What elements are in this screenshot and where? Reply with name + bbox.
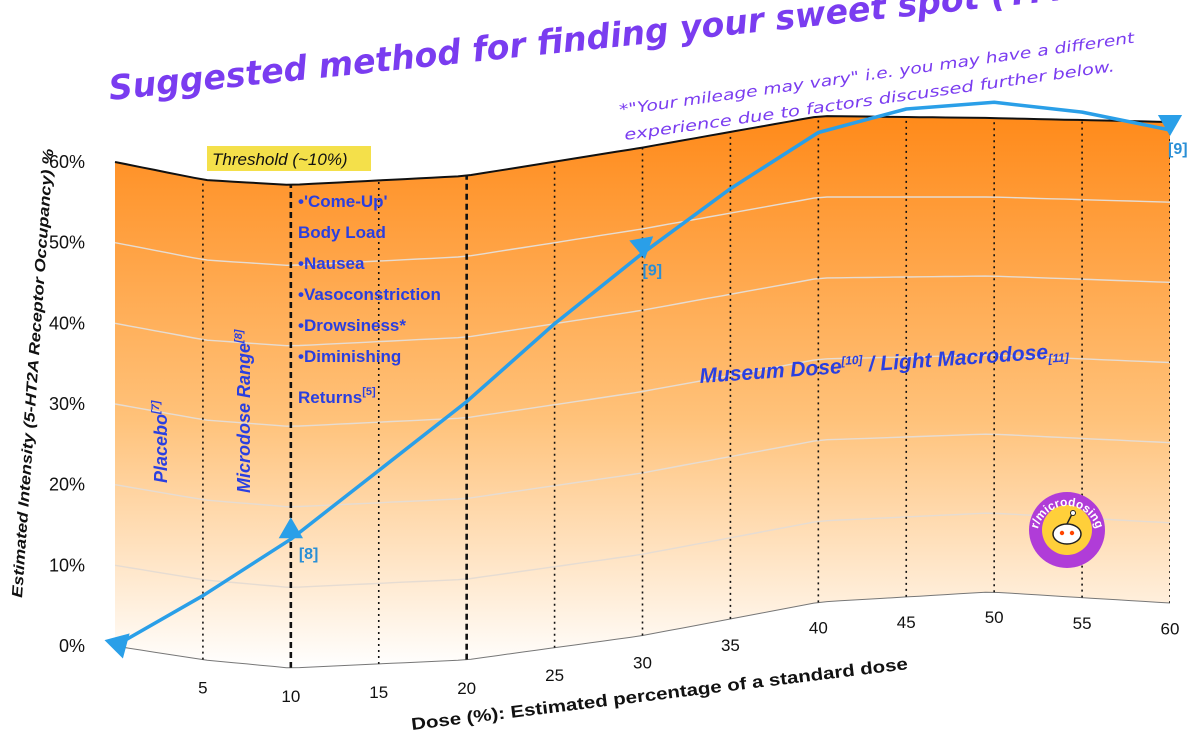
x-tick-label: 10 <box>281 687 300 706</box>
y-tick-label: 20% <box>49 475 85 495</box>
body-load-item: •'Come-Up' <box>298 192 388 211</box>
reference-label: [8] <box>299 546 319 563</box>
x-tick-label: 20 <box>457 679 476 698</box>
x-tick-label: 15 <box>369 683 388 702</box>
y-tick-label: 50% <box>49 233 85 253</box>
key-point-arrow <box>1157 115 1183 136</box>
body-load-list: •'Come-Up' Body Load •Nausea •Vasoconstr… <box>298 192 441 407</box>
museum-sup-2: [11] <box>1047 350 1070 366</box>
body-load-item: •Vasoconstriction <box>298 285 441 304</box>
returns-label: Returns[5] <box>298 386 376 407</box>
x-tick-label: 60 <box>1161 619 1180 638</box>
x-axis-label: Dose (%): Estimated percentage of a stan… <box>410 654 909 734</box>
x-tick-label: 35 <box>721 636 740 655</box>
x-tick-label: 30 <box>633 653 652 672</box>
microdosing-logo: r/microdosing <box>1027 492 1107 568</box>
x-tick-label: 50 <box>985 608 1004 627</box>
threshold-label: Threshold (~10%) <box>212 150 348 169</box>
origin-arrow <box>104 633 130 659</box>
museum-sup-1: [10] <box>840 353 864 369</box>
reference-label: [9] <box>1168 141 1188 158</box>
y-tick-label: 0% <box>59 636 85 656</box>
x-tick-label: 40 <box>809 619 828 638</box>
y-axis-label: Estimated Intensity (5-HT2A Receptor Occ… <box>9 148 57 598</box>
y-tick-label: 10% <box>49 555 85 575</box>
x-tick-label: 45 <box>897 613 916 632</box>
y-tick-label: 60% <box>49 152 85 172</box>
key-point-arrow <box>278 517 303 539</box>
returns-sup: [5] <box>362 386 376 398</box>
reference-label: [9] <box>643 262 663 279</box>
key-point-markers: [8] [9] [9] <box>104 115 1188 659</box>
microdose-label: Microdose Range[8] <box>233 329 254 493</box>
y-tick-label: 40% <box>49 313 85 333</box>
y-tick-label: 30% <box>49 394 85 414</box>
x-axis-ticks: 5 10 15 20 25 30 35 40 45 50 55 60 <box>198 608 1179 706</box>
placebo-label: Placebo[7] <box>150 400 171 483</box>
key-point-arrow <box>629 236 654 260</box>
microdose-sup: [8] <box>233 329 245 344</box>
x-tick-label: 25 <box>545 666 564 685</box>
body-load-item: •Diminishing <box>298 347 401 366</box>
body-load-item: Body Load <box>298 223 386 242</box>
x-tick-label: 55 <box>1073 614 1092 633</box>
y-axis-ticks: 0% 10% 20% 30% 40% 50% 60% <box>49 152 85 656</box>
body-load-item: •Nausea <box>298 254 365 273</box>
placebo-sup: [7] <box>150 400 162 415</box>
body-load-item: •Drowsiness* <box>298 316 406 335</box>
threshold-highlight <box>207 146 371 171</box>
x-tick-label: 5 <box>198 679 207 698</box>
reddit-alien-icon <box>1052 510 1082 545</box>
